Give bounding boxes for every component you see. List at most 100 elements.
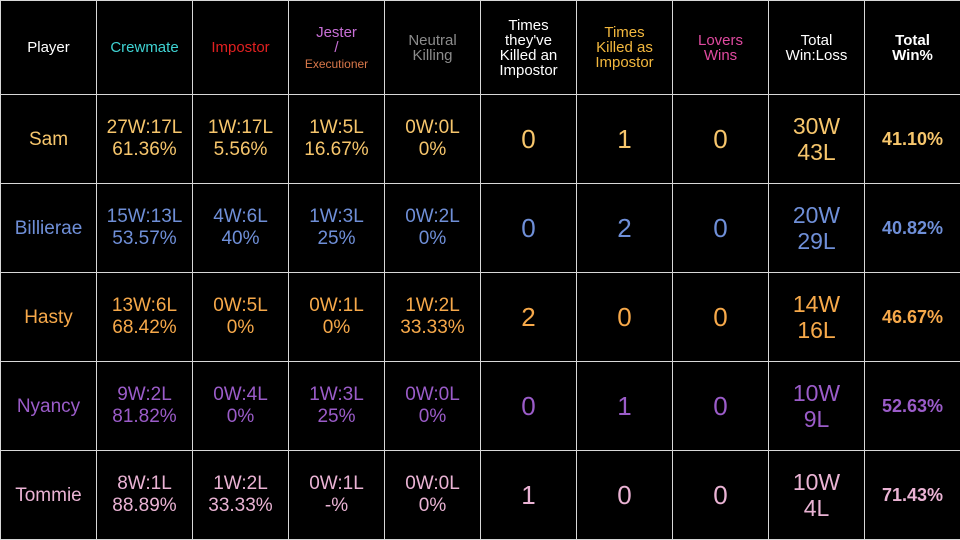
cell-jester-record: 1W:3L (309, 384, 364, 406)
cell-impostor-percent: 33.33% (208, 495, 273, 516)
cell-impostor-record: 0W:5L (213, 295, 268, 317)
cell-jester-record: 1W:3L (309, 206, 364, 228)
header-total_pct-line: Total (895, 31, 930, 49)
cell-impostor-percent: 40% (221, 228, 260, 249)
cell-neutral-record: 0W:0L (405, 473, 460, 495)
cell-total-win-loss: 20W 29L (768, 183, 865, 273)
cell-neutral-record: 1W:2L (405, 295, 460, 317)
cell-lovers: 0 (672, 272, 769, 362)
header-lovers-line: Wins (703, 46, 738, 64)
cell-total-win-percent: 41.10% (864, 94, 960, 184)
cell-impostor: 1W:2L 33.33% (192, 450, 289, 540)
cell-jester: 0W:1L -% (288, 450, 385, 540)
cell-crewmate-percent: 61.36% (112, 139, 177, 160)
total-losses: 29L (797, 228, 836, 254)
cell-killed_impostor: 2 (480, 272, 577, 362)
cell-lovers: 0 (672, 183, 769, 273)
header-total_wl: Total Win:Loss (768, 0, 865, 95)
cell-crewmate-record: 13W:6L (111, 295, 178, 317)
header-killed_impostor: Times they've Killed an Impostor (480, 0, 577, 95)
header-jester: Jester / Executioner (288, 0, 385, 95)
total-wins: 10W (792, 379, 841, 406)
header-killed_impostor-line: Impostor (499, 61, 558, 79)
cell-crewmate-percent: 53.57% (112, 228, 177, 249)
cell-crewmate-record: 8W:1L (117, 473, 172, 495)
cell-neutral: 0W:0L 0% (384, 94, 481, 184)
header-total_pct: Total Win% (864, 0, 960, 95)
cell-neutral-record: 0W:2L (405, 206, 460, 228)
cell-impostor: 1W:17L 5.56% (192, 94, 289, 184)
cell-crewmate-record: 15W:13L (106, 206, 183, 228)
header-neutral-line: Killing (412, 46, 453, 64)
cell-total-win-percent: 52.63% (864, 361, 960, 451)
cell-impostor-percent: 0% (226, 406, 255, 427)
header-jester-line: Jester (316, 24, 357, 41)
header-lovers: Lovers Wins (672, 0, 769, 95)
cell-killed_as_impostor: 0 (576, 272, 673, 362)
header-killed_as_impostor: Times Killed as Impostor (576, 0, 673, 95)
cell-jester-percent: 0% (322, 317, 351, 338)
cell-neutral-percent: 0% (418, 495, 447, 516)
cell-jester-percent: 25% (317, 406, 356, 427)
cell-crewmate-percent: 88.89% (112, 495, 177, 516)
header-jester-subtitle: Executioner (304, 57, 369, 71)
cell-killed_impostor: 1 (480, 450, 577, 540)
cell-impostor: 4W:6L 40% (192, 183, 289, 273)
total-wins: 14W (792, 290, 841, 317)
header-total_wl-line: Total (800, 31, 833, 49)
total-losses: 4L (803, 495, 830, 521)
cell-neutral-record: 0W:0L (405, 117, 460, 139)
cell-neutral-percent: 0% (418, 406, 447, 427)
cell-lovers: 0 (672, 94, 769, 184)
cell-jester-record: 1W:5L (309, 117, 364, 139)
player-name: Nyancy (0, 361, 97, 451)
cell-crewmate-record: 9W:2L (117, 384, 172, 406)
cell-neutral: 0W:0L 0% (384, 361, 481, 451)
cell-crewmate: 15W:13L 53.57% (96, 183, 193, 273)
cell-total-win-loss: 14W 16L (768, 272, 865, 362)
cell-jester-percent: 16.67% (304, 139, 369, 160)
header-total_wl-line: Win:Loss (785, 46, 848, 64)
cell-killed_as_impostor: 1 (576, 361, 673, 451)
cell-impostor: 0W:4L 0% (192, 361, 289, 451)
header-row: Player Crewmate Impostor Jester / Executioner… (0, 0, 960, 95)
header-impostor: Impostor (192, 0, 289, 95)
total-wins: 10W (792, 468, 841, 495)
player-name: Billierae (0, 183, 97, 273)
header-killed_impostor-line: they've (504, 31, 553, 49)
header-crewmate-line: Crewmate (110, 39, 179, 56)
cell-crewmate-percent: 68.42% (112, 317, 177, 338)
cell-killed_as_impostor: 0 (576, 450, 673, 540)
header-player-line: Player (27, 39, 70, 56)
cell-total-win-percent: 71.43% (864, 450, 960, 540)
cell-total-win-percent: 40.82% (864, 183, 960, 273)
header-crewmate: Crewmate (96, 0, 193, 95)
cell-total-win-loss: 30W 43L (768, 94, 865, 184)
header-killed_as_impostor-line: Impostor (595, 54, 654, 71)
cell-jester: 1W:3L 25% (288, 183, 385, 273)
cell-killed_as_impostor: 1 (576, 94, 673, 184)
cell-killed_impostor: 0 (480, 361, 577, 451)
header-impostor-line: Impostor (211, 39, 270, 56)
total-losses: 16L (797, 317, 836, 343)
cell-jester-percent: 25% (317, 228, 356, 249)
total-losses: 43L (797, 139, 836, 165)
header-lovers-line: Lovers (697, 31, 744, 49)
header-killed_as_impostor-line: Times (604, 24, 645, 41)
cell-neutral-record: 0W:0L (405, 384, 460, 406)
header-neutral-line: Neutral (408, 31, 457, 49)
cell-impostor-record: 0W:4L (213, 384, 268, 406)
cell-lovers: 0 (672, 450, 769, 540)
cell-crewmate-percent: 81.82% (112, 406, 177, 427)
header-total_pct-line: Win% (892, 46, 933, 64)
cell-neutral: 0W:0L 0% (384, 450, 481, 540)
cell-impostor-percent: 0% (226, 317, 255, 338)
total-wins: 20W (792, 201, 841, 228)
header-killed_as_impostor-line: Killed as (596, 39, 653, 56)
cell-total-win-loss: 10W 9L (768, 361, 865, 451)
cell-impostor-record: 1W:17L (207, 117, 274, 139)
cell-killed_as_impostor: 2 (576, 183, 673, 273)
cell-impostor-record: 4W:6L (213, 206, 268, 228)
table-row: Billierae 15W:13L 53.57% 4W:6L 40% 1W:3L 25% 0W… (0, 183, 960, 273)
